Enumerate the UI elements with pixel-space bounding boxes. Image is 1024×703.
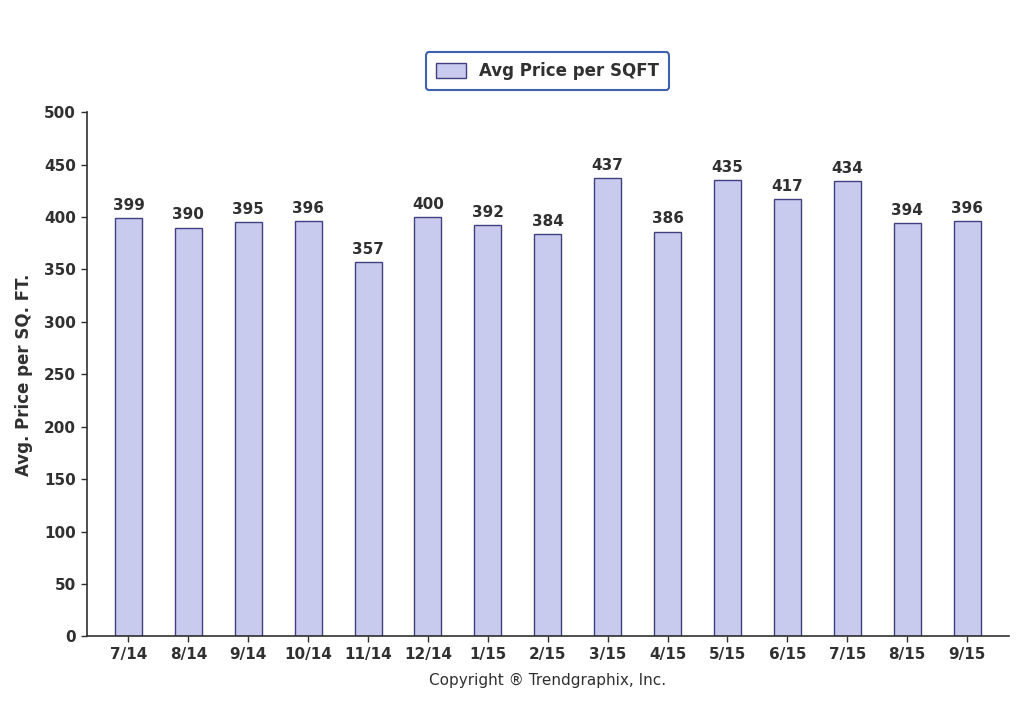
Text: 396: 396 <box>292 201 325 216</box>
Text: 384: 384 <box>531 214 563 228</box>
Bar <box>894 224 921 636</box>
Text: 395: 395 <box>232 202 264 217</box>
Y-axis label: Avg. Price per SQ. FT.: Avg. Price per SQ. FT. <box>15 273 33 475</box>
Text: 396: 396 <box>951 201 983 216</box>
Text: 392: 392 <box>472 205 504 220</box>
Bar <box>714 181 741 636</box>
Bar <box>295 221 322 636</box>
Text: 437: 437 <box>592 158 624 173</box>
Text: 400: 400 <box>412 197 443 212</box>
Bar <box>234 222 262 636</box>
Bar <box>594 179 622 636</box>
X-axis label: Copyright ® Trendgraphix, Inc.: Copyright ® Trendgraphix, Inc. <box>429 673 667 688</box>
Text: 399: 399 <box>113 198 144 213</box>
Bar <box>535 234 561 636</box>
Text: 357: 357 <box>352 242 384 257</box>
Bar <box>415 217 441 636</box>
Bar <box>953 221 981 636</box>
Text: 390: 390 <box>172 207 205 222</box>
Bar <box>654 232 681 636</box>
Text: 417: 417 <box>771 179 803 194</box>
Text: 394: 394 <box>891 203 923 218</box>
Text: 434: 434 <box>831 161 863 176</box>
Bar <box>774 199 801 636</box>
Bar <box>354 262 382 636</box>
Text: 435: 435 <box>712 160 743 175</box>
Text: 386: 386 <box>651 212 684 226</box>
Bar <box>175 228 202 636</box>
Bar <box>834 181 861 636</box>
Bar <box>115 218 142 636</box>
Bar <box>474 226 502 636</box>
Legend: Avg Price per SQFT: Avg Price per SQFT <box>426 52 670 91</box>
